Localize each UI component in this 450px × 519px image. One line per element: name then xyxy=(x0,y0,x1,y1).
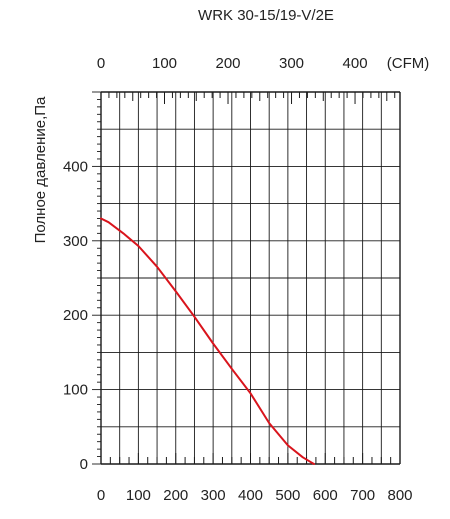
y-axis-tick-label: 300 xyxy=(63,233,88,250)
y-axis-tick-label: 0 xyxy=(80,456,88,473)
bottom-axis-tick-label: 300 xyxy=(201,487,226,504)
top-axis-tick-label: 0 xyxy=(97,55,105,72)
bottom-axis-tick-label: 100 xyxy=(126,487,151,504)
bottom-axis-tick-label: 800 xyxy=(387,487,412,504)
ticks-layer xyxy=(92,91,401,465)
top-axis-unit-label: (CFM) xyxy=(387,55,429,72)
y-axis-tick-label: 400 xyxy=(63,158,88,175)
top-axis-tick-label: 400 xyxy=(343,55,368,72)
top-axis-tick-label: 200 xyxy=(216,55,241,72)
bottom-axis-tick-label: 400 xyxy=(238,487,263,504)
y-axis-label: Полное давление,Па xyxy=(32,96,49,243)
bottom-axis-tick-label: 600 xyxy=(313,487,338,504)
bottom-axis-tick-label: 700 xyxy=(350,487,375,504)
bottom-axis-tick-label: 0 xyxy=(97,487,105,504)
series-layer xyxy=(100,217,315,465)
tick-labels-layer: 0 100 200 300 400 500 600 700 800 0 100 200 300 400 0 1… xyxy=(63,55,413,504)
y-axis-tick-label: 100 xyxy=(63,382,88,399)
y-axis-tick-label: 200 xyxy=(63,307,88,324)
top-axis-tick-label: 100 xyxy=(152,55,177,72)
pressure-curve-line xyxy=(100,217,315,465)
bottom-axis-tick-label: 500 xyxy=(275,487,300,504)
chart-title: WRK 30-15/19-V/2E xyxy=(198,7,334,24)
top-axis-tick-label: 300 xyxy=(279,55,304,72)
grid-layer xyxy=(100,91,401,465)
bottom-axis-tick-label: 200 xyxy=(163,487,188,504)
